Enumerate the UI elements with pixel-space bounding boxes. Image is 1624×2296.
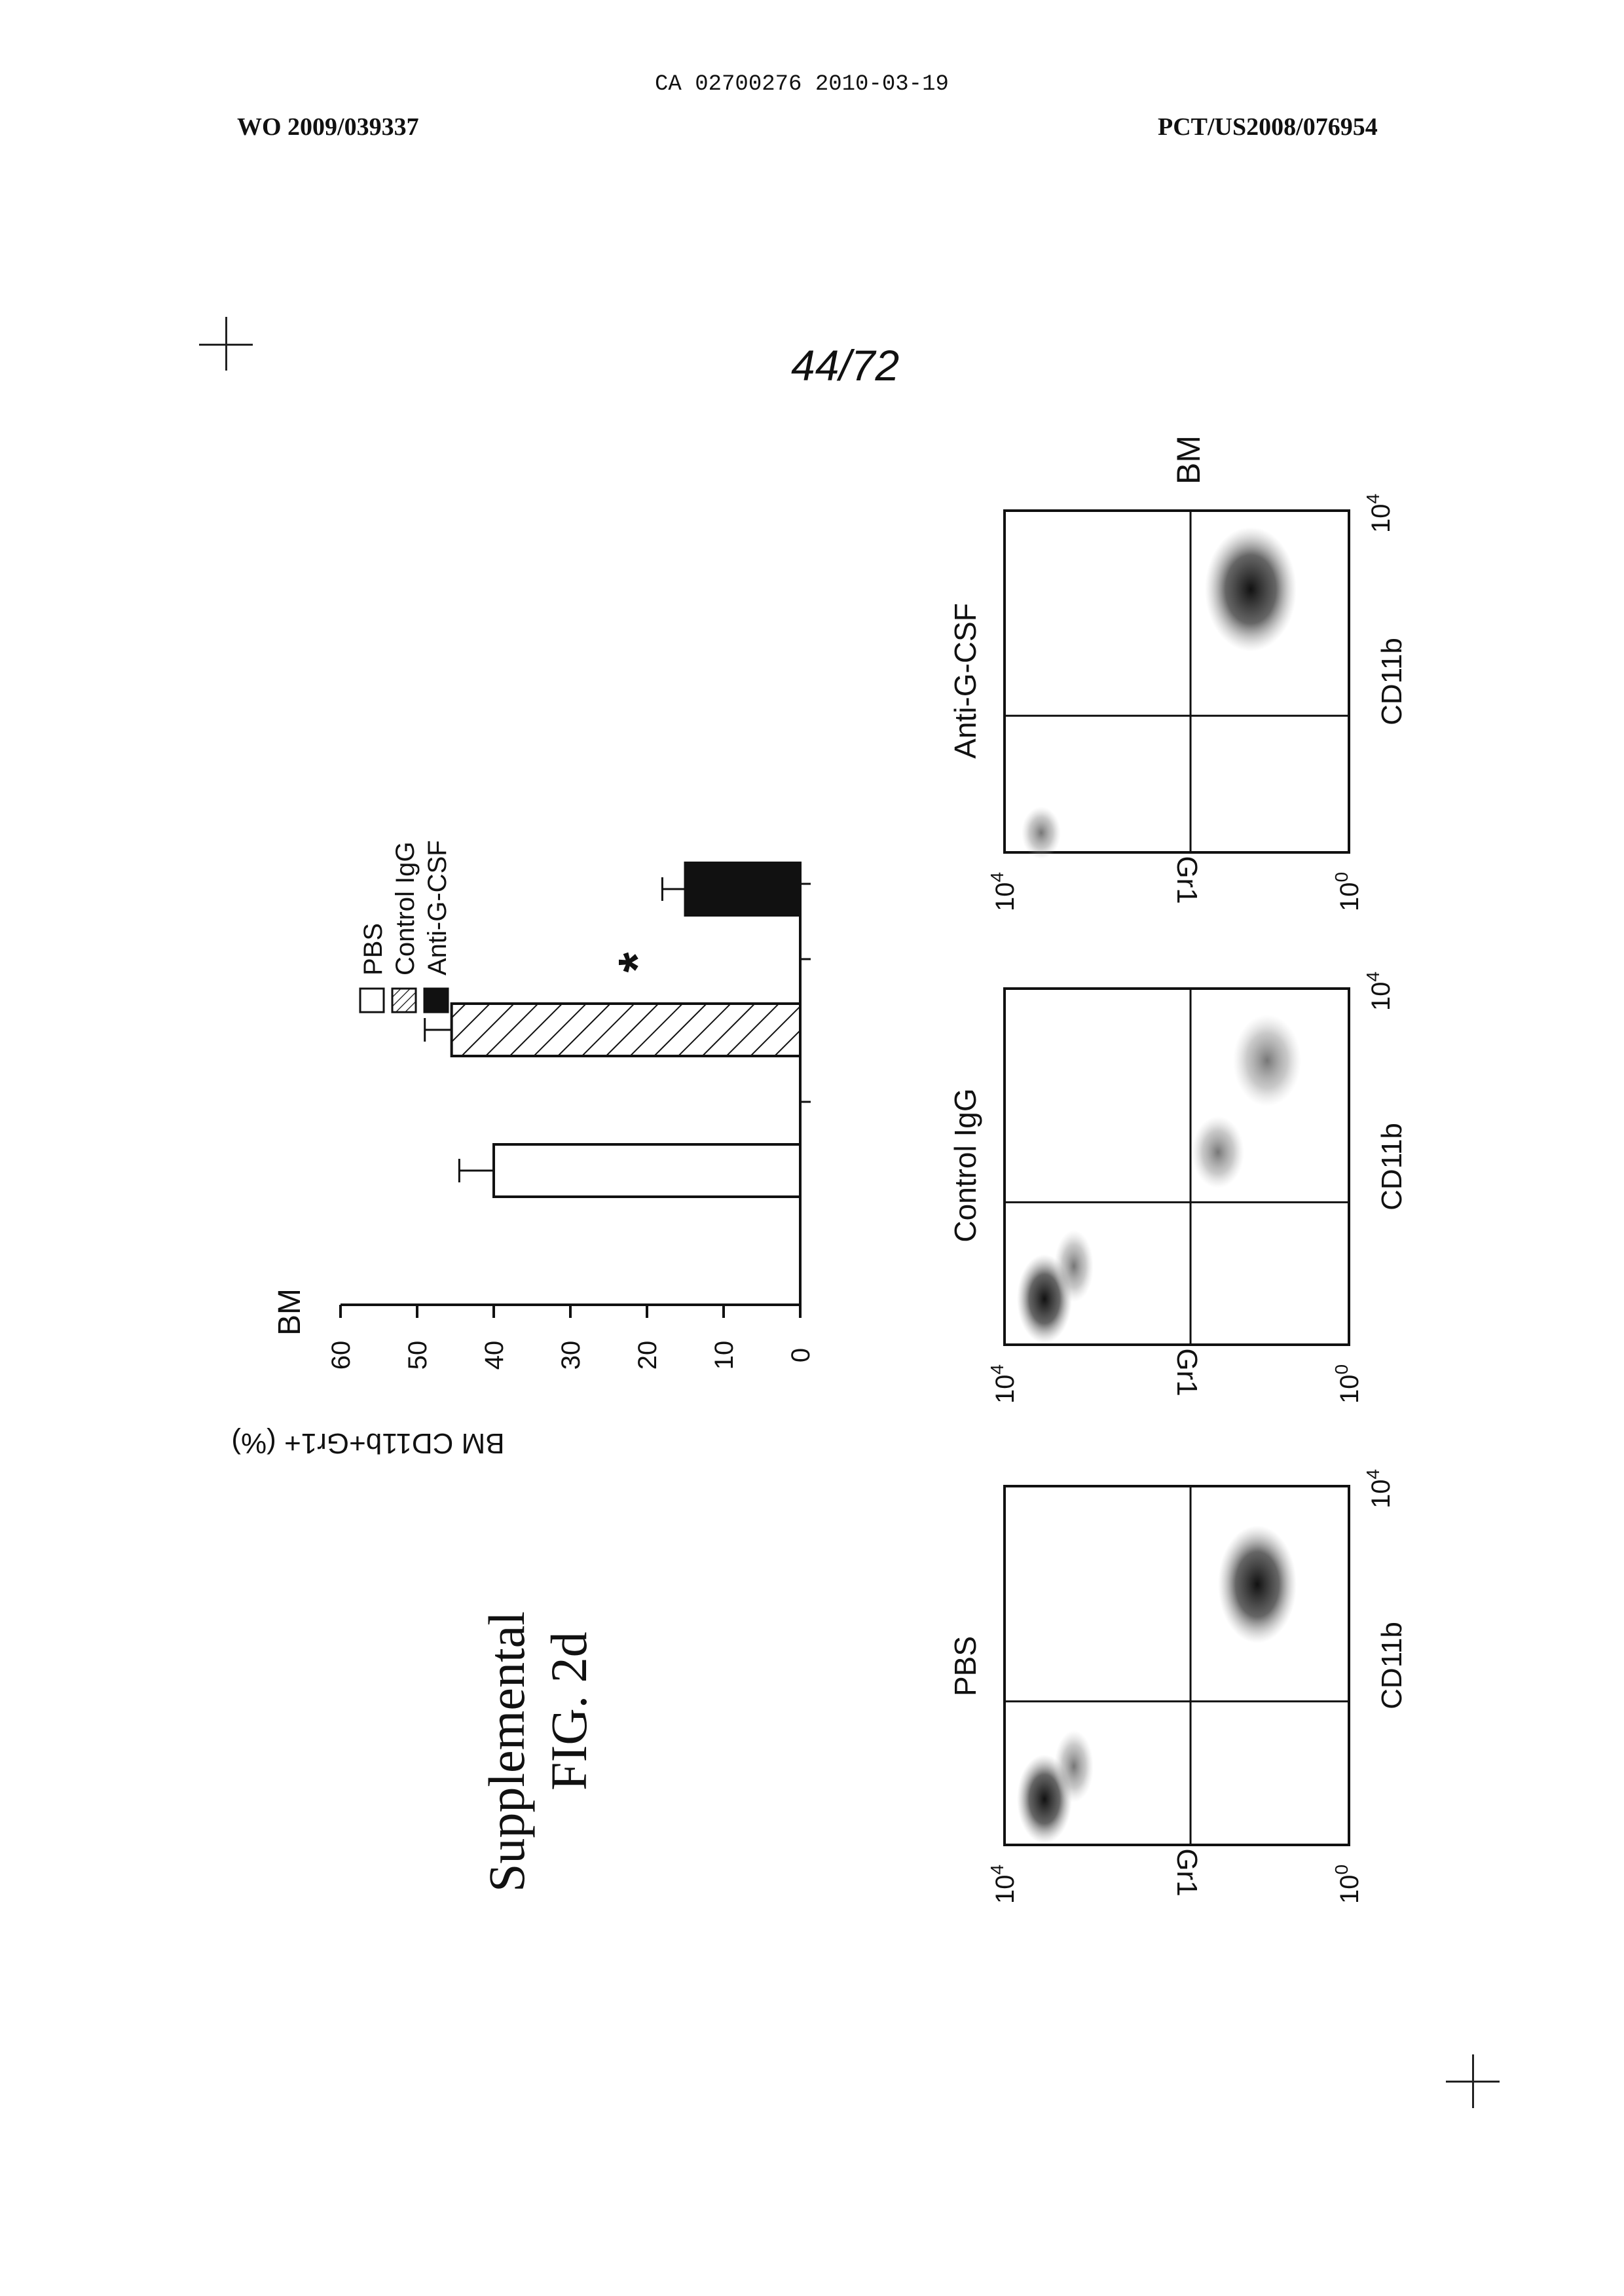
bar-chart-bars bbox=[425, 863, 800, 1197]
tick-exponent: 4 bbox=[1363, 1469, 1383, 1480]
bar-pbs bbox=[494, 1144, 800, 1197]
bar-chart-ylabel: BM CD11b+Gr1+ (%) bbox=[231, 1427, 504, 1459]
legend-entry: PBS bbox=[359, 923, 388, 975]
figure-title-line2: FIG. 2d bbox=[540, 1631, 597, 1791]
legend-swatch bbox=[392, 989, 416, 1012]
flow-xlabel: CD11b bbox=[1376, 1622, 1408, 1709]
flow-panel-label: Control IgG bbox=[948, 1088, 982, 1242]
population-cloud-gr1-low bbox=[1205, 527, 1297, 651]
tick-exponent: 0 bbox=[1331, 1865, 1352, 1875]
bar-chart-tick-label: 40 bbox=[480, 1341, 509, 1370]
flow-tick-label: 100 bbox=[1331, 872, 1364, 911]
flow-panel-frame bbox=[1005, 511, 1349, 852]
bar-chart-legend: PBSControl IgGAnti-G-CSF bbox=[359, 840, 452, 1012]
flow-tick-label: 104 bbox=[987, 872, 1020, 911]
population-cloud-gr1-low bbox=[1218, 1525, 1297, 1643]
flow-ylabel: Gr1 bbox=[1171, 1848, 1203, 1896]
flow-xlabel: CD11b bbox=[1376, 1123, 1408, 1211]
population-cloud-gr1-low bbox=[1233, 1015, 1301, 1106]
figure-title-line1: Supplemental bbox=[478, 1611, 535, 1892]
tick-base: 10 bbox=[1367, 504, 1395, 534]
tick-base: 10 bbox=[1367, 1480, 1395, 1509]
flow-tick-label: 104 bbox=[1363, 972, 1395, 1011]
bar-chart-ticks: 0 10 20 30 40 50 60 bbox=[327, 1305, 815, 1370]
figure-title: Supplemental FIG. 2d bbox=[478, 1611, 597, 1892]
tick-base: 10 bbox=[1335, 1375, 1364, 1404]
flow-panel-label: PBS bbox=[948, 1636, 982, 1696]
bar-chart-tick-label: 50 bbox=[403, 1341, 432, 1370]
flow-tick-label: 104 bbox=[1363, 1469, 1395, 1508]
tick-exponent: 4 bbox=[987, 1865, 1007, 1875]
bar-chart-significance-star: * bbox=[608, 952, 666, 973]
flow-tick-label: 104 bbox=[1363, 494, 1395, 533]
population-cloud-gr1-high bbox=[1022, 807, 1061, 859]
bar-chart-tick-label: 20 bbox=[633, 1341, 662, 1370]
flow-ylabel: Gr1 bbox=[1171, 1348, 1203, 1396]
flow-panels-title: BM bbox=[1170, 435, 1207, 484]
tick-exponent: 4 bbox=[1363, 972, 1383, 982]
bar-chart-tick-label: 0 bbox=[786, 1348, 815, 1362]
flow-tick-label: 104 bbox=[987, 1865, 1020, 1904]
tick-base: 10 bbox=[1367, 982, 1395, 1011]
bar-chart-title: BM bbox=[272, 1288, 307, 1336]
bar-control-igg bbox=[452, 1004, 800, 1056]
bar-chart-tick-label: 10 bbox=[710, 1341, 739, 1370]
tick-exponent: 4 bbox=[1363, 494, 1383, 504]
flow-panel-control-igg: Control IgGCD11bGr1104100104 bbox=[948, 972, 1408, 1404]
flow-panel-pbs: PBSCD11bGr1104100104 bbox=[948, 1469, 1408, 1904]
population-cloud-scatter bbox=[1054, 1230, 1094, 1302]
population-cloud-scatter bbox=[1192, 1116, 1244, 1188]
flow-tick-label: 104 bbox=[987, 1364, 1020, 1404]
bar-chart-tick-label: 60 bbox=[327, 1341, 356, 1370]
tick-base: 10 bbox=[991, 1875, 1020, 1904]
legend-swatch bbox=[360, 989, 384, 1012]
tick-base: 10 bbox=[991, 883, 1020, 912]
flow-xlabel: CD11b bbox=[1376, 638, 1408, 725]
tick-base: 10 bbox=[1335, 1875, 1364, 1904]
flow-panel-label: Anti-G-CSF bbox=[948, 603, 982, 759]
bar-chart: 0 10 20 30 40 50 60 BM BM CD11b+Gr1+ (%) * PBS… bbox=[231, 840, 815, 1459]
tick-base: 10 bbox=[991, 1375, 1020, 1404]
legend-entry: Anti-G-CSF bbox=[423, 840, 452, 975]
legend-swatch bbox=[424, 989, 448, 1012]
flow-tick-label: 100 bbox=[1331, 1865, 1364, 1904]
flow-tick-label: 100 bbox=[1331, 1364, 1364, 1404]
population-cloud-scatter bbox=[1054, 1730, 1094, 1802]
tick-exponent: 4 bbox=[987, 1364, 1007, 1375]
bar-chart-category-ticks bbox=[800, 884, 811, 1102]
flow-cytometry-panels: PBSCD11bGr1104100104Control IgGCD11bGr11… bbox=[948, 494, 1408, 1904]
flow-ylabel: Gr1 bbox=[1171, 856, 1203, 903]
tick-exponent: 0 bbox=[1331, 872, 1352, 883]
tick-exponent: 4 bbox=[987, 872, 1007, 883]
bar-chart-tick-label: 30 bbox=[557, 1341, 585, 1370]
tick-base: 10 bbox=[1335, 883, 1364, 912]
flow-panel-anti-g-csf: Anti-G-CSFCD11bGr1104100104 bbox=[948, 494, 1408, 911]
legend-entry: Control IgG bbox=[391, 841, 420, 975]
tick-exponent: 0 bbox=[1331, 1364, 1352, 1375]
bar-anti-g-csf bbox=[686, 863, 801, 915]
